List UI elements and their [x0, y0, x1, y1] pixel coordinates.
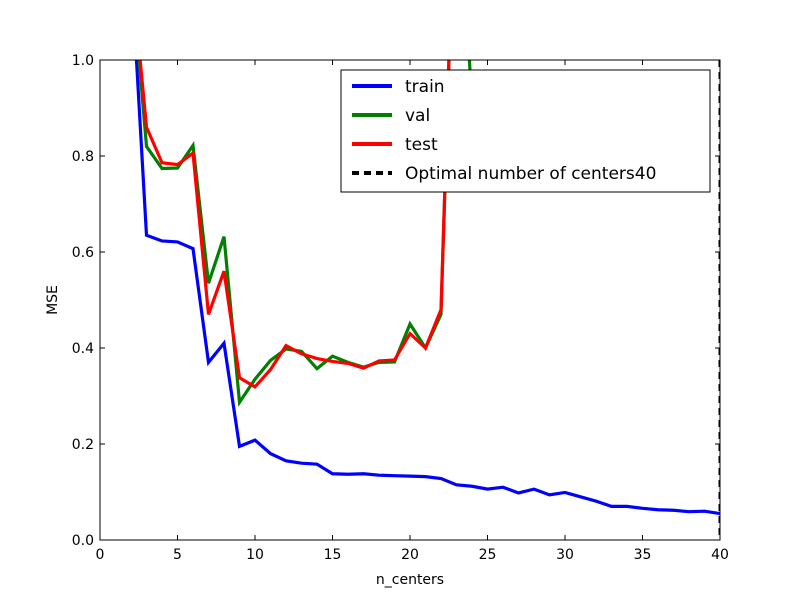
x-axis-label: n_centers	[376, 572, 444, 588]
x-tick-label: 30	[556, 547, 574, 563]
x-tick-label: 5	[173, 547, 182, 563]
x-tick-label: 0	[96, 547, 105, 563]
y-tick-label: 0.6	[72, 245, 94, 261]
x-tick-label: 25	[479, 547, 497, 563]
legend-label: test	[405, 135, 438, 155]
y-tick-label: 0.0	[72, 533, 94, 549]
x-tick-label: 20	[401, 547, 419, 563]
y-tick-label: 0.8	[72, 149, 94, 165]
axis-ticks: 0 5 10 15 20 25 30 35 40 0.0 0.2 0.4 0.6 0.8 1.0	[72, 53, 729, 563]
y-tick-label: 0.4	[72, 341, 94, 357]
series-line-val	[137, 60, 474, 407]
y-axis-label: MSE	[45, 285, 61, 315]
x-tick-label: 40	[711, 547, 729, 563]
x-tick-label: 15	[324, 547, 342, 563]
x-tick-label: 10	[246, 547, 264, 563]
y-tick-label: 0.2	[72, 437, 94, 453]
series-line-test	[138, 60, 451, 389]
x-tick-label: 35	[634, 547, 652, 563]
legend-box	[340, 69, 711, 193]
legend-label: train	[405, 77, 445, 97]
legend: train val test Optimal number of centers40	[340, 69, 711, 193]
series-line-train	[134, 60, 720, 516]
y-tick-label: 1.0	[72, 53, 94, 69]
plot-area	[134, 60, 720, 540]
legend-label: Optimal number of centers40	[405, 164, 656, 184]
legend-label: val	[405, 106, 430, 126]
